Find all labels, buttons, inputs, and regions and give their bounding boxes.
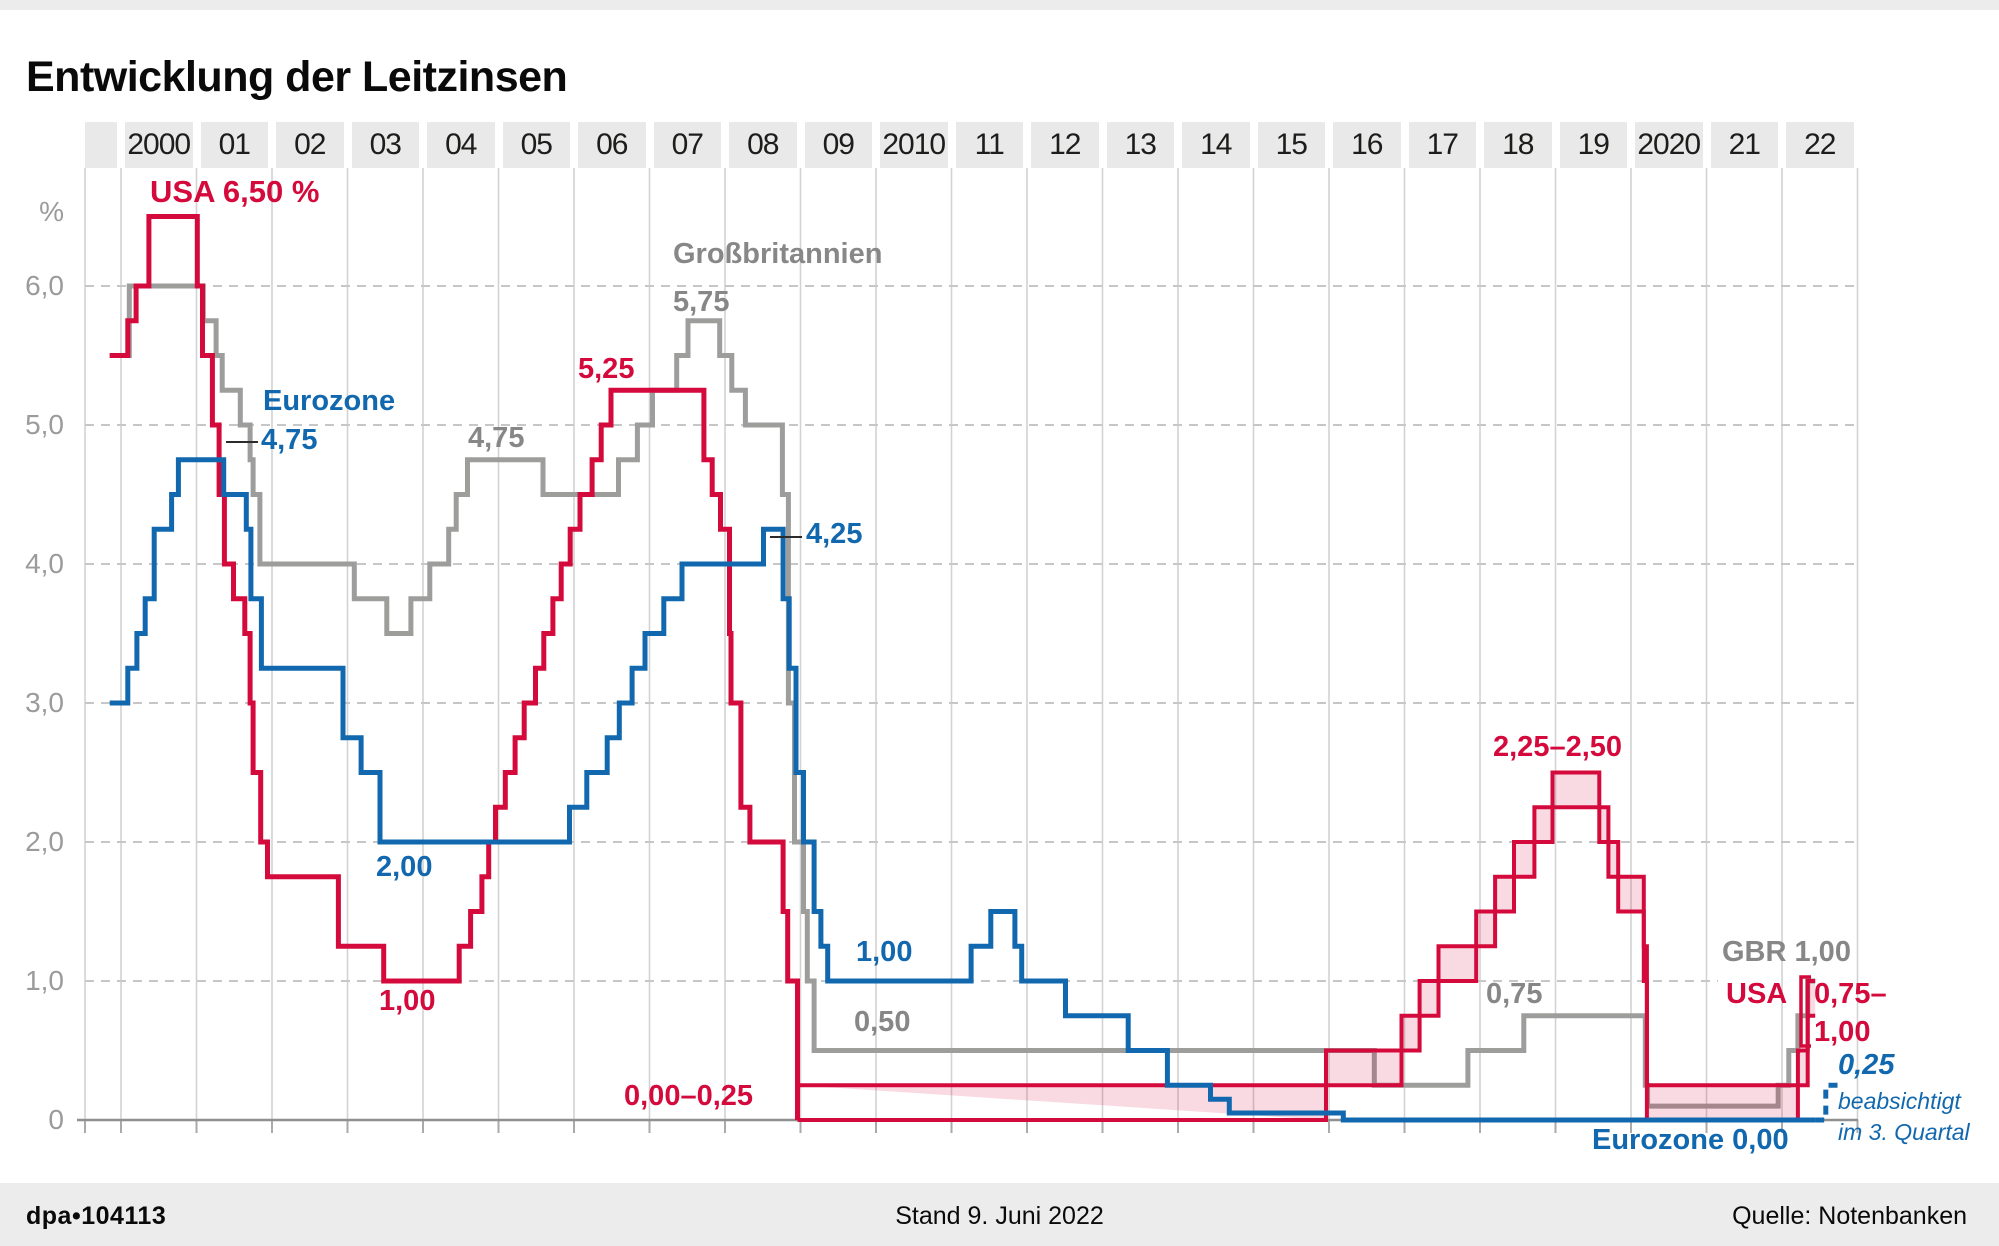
eurozone-intended-line <box>1815 1082 1838 1123</box>
annotation-usa-end-name: USA <box>1726 978 1788 1010</box>
year-cell-2020: 2020 <box>1635 122 1703 168</box>
year-cell-14: 14 <box>1182 122 1250 168</box>
y-tick-label-3_0: 3,0 <box>25 687 64 718</box>
source-credit: Quelle: Notenbanken <box>1732 1202 1967 1230</box>
dpa-id: dpa•104113 <box>26 1202 167 1230</box>
annotation-eurozone-425: 4,25 <box>806 518 863 550</box>
annotation-eurozone-end: Eurozone 0,00 <box>1592 1124 1789 1156</box>
annotation-usa-000-025: 0,00–0,25 <box>624 1080 754 1112</box>
annotation-eurozone-name: Eurozone <box>263 385 396 417</box>
gbr-line <box>109 283 1816 1109</box>
y-tick-label-0: 0 <box>48 1104 64 1135</box>
year-cell-19: 19 <box>1559 122 1627 168</box>
eurozone-line <box>109 457 1816 1123</box>
annotation-gbr-575: 5,75 <box>673 286 730 318</box>
annotation-eurozone-intent-t1: beabsichtigt <box>1838 1088 1961 1114</box>
y-axis-unit: % <box>39 196 64 227</box>
annotation-eurozone-intent-val: 0,25 <box>1838 1049 1895 1081</box>
usa-band-lower-edge <box>797 805 1816 1122</box>
annotation-gbr-075: 0,75 <box>1486 978 1543 1010</box>
year-cell-pre <box>85 122 117 168</box>
year-cell-22: 22 <box>1786 122 1854 168</box>
annotation-gbr-name: Großbritannien <box>673 238 883 270</box>
year-cell-02: 02 <box>276 122 344 168</box>
year-cell-01: 01 <box>200 122 268 168</box>
page-title: Entwicklung der Leitzinsen <box>26 52 568 101</box>
annotation-usa-end-upper: 0,75– <box>1814 978 1887 1010</box>
annotation-usa-peak-2000: USA 6,50 % <box>150 174 320 209</box>
year-cell-06: 06 <box>578 122 646 168</box>
year-cell-21: 21 <box>1710 122 1778 168</box>
annotation-eurozone-intent-t2: im 3. Quartal <box>1838 1119 1970 1145</box>
year-cell-2000: 2000 <box>125 122 193 168</box>
year-cell-08: 08 <box>729 122 797 168</box>
y-tick-label-6_0: 6,0 <box>25 270 64 301</box>
usa-band-upper-edge <box>797 770 1816 1088</box>
stand-date: Stand 9. Juni 2022 <box>895 1202 1104 1230</box>
year-cell-13: 13 <box>1106 122 1174 168</box>
y-tick-label-1_0: 1,0 <box>25 965 64 996</box>
year-cell-17: 17 <box>1408 122 1476 168</box>
y-tick-label-4_0: 4,0 <box>25 548 64 579</box>
year-cell-09: 09 <box>804 122 872 168</box>
year-cell-03: 03 <box>351 122 419 168</box>
year-cell-16: 16 <box>1333 122 1401 168</box>
year-cell-18: 18 <box>1484 122 1552 168</box>
annotation-gbr-050: 0,50 <box>854 1006 911 1038</box>
annotation-usa-525: 5,25 <box>578 353 635 385</box>
annotation-gbr-475: 4,75 <box>468 422 525 454</box>
y-tick-label-5_0: 5,0 <box>25 409 64 440</box>
footer-bar: dpa•104113 Stand 9. Juni 2022 Quelle: No… <box>0 1183 1999 1246</box>
usa-line <box>109 214 800 1120</box>
annotation-eurozone-200: 2,00 <box>376 851 433 883</box>
annotation-usa-225-250: 2,25–2,50 <box>1493 731 1623 763</box>
year-cell-04: 04 <box>427 122 495 168</box>
year-cell-2010: 2010 <box>880 122 948 168</box>
top-strip <box>0 0 1999 10</box>
annotation-gbr-end: GBR 1,00 <box>1722 936 1851 968</box>
year-cell-15: 15 <box>1257 122 1325 168</box>
year-cell-11: 11 <box>955 122 1023 168</box>
usa-range-bracket <box>1799 975 1811 1048</box>
y-tick-label-2_0: 2,0 <box>25 826 64 857</box>
annotation-eurozone-100: 1,00 <box>856 936 913 968</box>
annotation-eurozone-475: 4,75 <box>261 424 318 456</box>
annotation-usa-100: 1,00 <box>379 985 436 1017</box>
year-cell-12: 12 <box>1031 122 1099 168</box>
year-cell-05: 05 <box>502 122 570 168</box>
annotation-usa-end-lower: 1,00 <box>1814 1016 1871 1048</box>
year-cell-07: 07 <box>653 122 721 168</box>
grid-layer <box>77 168 1859 1133</box>
usa-band-fill <box>797 772 1816 1120</box>
